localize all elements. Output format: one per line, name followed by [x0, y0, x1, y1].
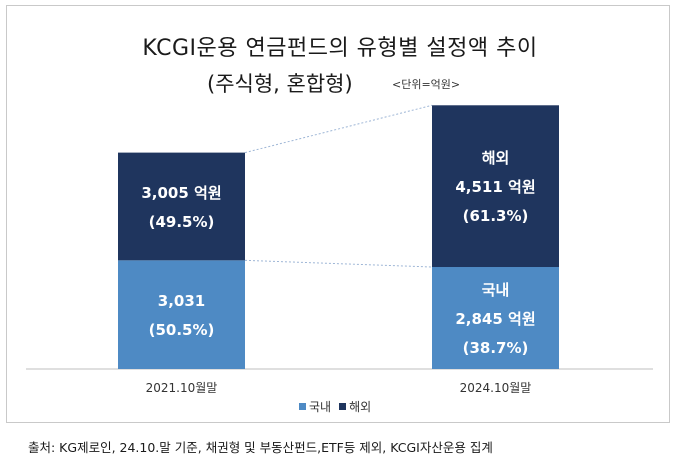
legend-swatch-overseas: [339, 403, 347, 410]
data-label-domestic-0-0: 3,031: [158, 292, 205, 310]
legend-label-domestic: 국내: [309, 400, 332, 414]
chart-frame: [6, 5, 670, 423]
data-label-overseas-1-1: 4,511 억원: [455, 178, 535, 196]
bar-overseas-1: [432, 105, 559, 268]
connector-overseas-top: [244, 104, 433, 154]
category-label-1: 2024.10월말: [460, 381, 532, 395]
source-note: 출처: KG제로인, 24.10.말 기준, 채권형 및 부동산펀드,ETF등 …: [28, 440, 493, 455]
chart-legend: 국내 해외: [299, 398, 379, 415]
category-label-0: 2021.10월말: [146, 381, 218, 395]
legend-label-overseas: 해외: [349, 400, 372, 414]
bar-overseas-0: [118, 152, 245, 261]
data-label-overseas-0-0: 3,005 억원: [141, 184, 221, 202]
chart-title: KCGI운용 연금펀드의 유형별 설정액 추이: [142, 36, 538, 61]
legend-item-domestic: 국내: [299, 398, 331, 415]
data-label-overseas-1-0: 해외: [482, 149, 510, 167]
connector-domestic-top: [244, 259, 433, 268]
data-label-overseas-1-2: (61.3%): [463, 207, 529, 225]
data-label-domestic-1-2: (38.7%): [463, 339, 529, 357]
data-label-domestic-1-0: 국내: [482, 281, 510, 299]
legend-item-overseas: 해외: [339, 398, 371, 415]
legend-swatch-domestic: [299, 403, 306, 410]
data-label-domestic-1-1: 2,845 억원: [455, 310, 535, 328]
data-label-overseas-0-1: (49.5%): [149, 213, 215, 231]
data-label-domestic-0-1: (50.5%): [149, 321, 215, 339]
bar-domestic-1: [432, 267, 559, 369]
bar-domestic-0: [118, 260, 245, 369]
chart-subtitle: (주식형, 혼합형): [207, 72, 353, 96]
unit-note: <단위=억원>: [392, 78, 461, 91]
